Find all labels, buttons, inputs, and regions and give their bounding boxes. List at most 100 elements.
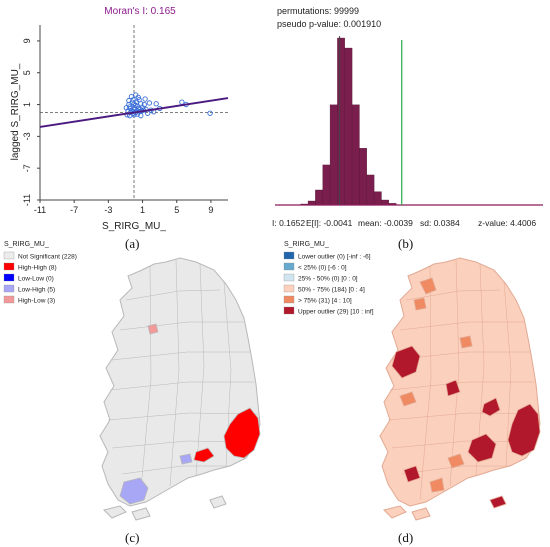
scatter-x-tick-label: 5 [174, 205, 179, 215]
legend-swatch [283, 273, 295, 282]
cluster-map [99, 257, 261, 521]
box-map-island [383, 505, 407, 519]
scatter-point [134, 103, 141, 109]
legend-swatch [3, 273, 15, 282]
scatter-x-tick-label: -3 [104, 205, 112, 215]
scatter-point [142, 96, 148, 102]
legend-label: 50% - 75% (184) [0 : 4] [298, 287, 365, 294]
legend-label: Low-High (5) [18, 287, 55, 294]
legend-label: Lower outlier (0) [-inf : -6] [298, 254, 371, 261]
legend-swatch [3, 262, 15, 271]
upper-quartile-region [459, 335, 473, 349]
cluster-map-island [103, 505, 127, 519]
legend-label: Not Significant (228) [18, 254, 77, 261]
moran-scatter-panel: Moran's I: 0.165 -11 -7 -3 1 5 9 -11 -7 -3 1 5 9 l… [10, 6, 229, 232]
district-boundary [405, 289, 501, 301]
district-boundary [389, 381, 534, 391]
scatter-y-tick-label: 9 [22, 38, 32, 43]
upper-quartile-region [447, 453, 465, 469]
histogram-background [270, 2, 546, 230]
scatter-x-tick-label: 1 [140, 205, 145, 215]
scatter-y-tick-label: 1 [22, 102, 32, 107]
scatter-regression-line [39, 97, 229, 128]
legend-label: 25% - 50% (0) [0 : 0] [298, 276, 358, 283]
scatter-point [138, 113, 144, 119]
cluster-map-island [131, 507, 151, 521]
legend-swatch [283, 306, 295, 315]
box-map [379, 257, 541, 521]
low-high-region [179, 453, 193, 465]
scatter-y-tick-label: 5 [22, 70, 32, 75]
box-map-island [411, 507, 431, 521]
legend-label: Upper outlier (29) [10 : inf] [298, 309, 374, 316]
high-low-region [147, 323, 159, 335]
district-boundary [107, 412, 259, 421]
district-boundary [387, 412, 539, 421]
histogram-bar [359, 148, 367, 206]
district-boundary [419, 265, 432, 501]
legend-label: High-High (8) [18, 265, 57, 272]
histogram-stat: sd: 0.0384 [420, 218, 460, 228]
cluster-legend-title: S_RIRG_MU_ [4, 241, 49, 248]
upper-outlier-region-east [507, 403, 541, 457]
histogram-bar [322, 164, 331, 206]
legend-swatch [283, 284, 295, 293]
scatter-point [207, 110, 213, 116]
histogram-bar [373, 191, 382, 206]
box-map-panel: S_RIRG_MU_ Lower outlier (0) [-inf : -6]… [283, 241, 541, 521]
box-legend-title: S_RIRG_MU_ [284, 241, 329, 248]
district-boundary [109, 381, 254, 391]
scatter-x-tick-label: -7 [70, 205, 78, 215]
district-boundary [111, 351, 250, 361]
box-map-mainland [379, 257, 541, 507]
legend-label: Low-Low (0) [18, 276, 54, 283]
district-boundary [125, 289, 221, 301]
histogram-bar [344, 47, 353, 206]
scatter-y-label: lagged S_RIRG_MU_ [10, 63, 21, 160]
high-high-region-east [223, 407, 261, 459]
district-boundary [399, 321, 524, 331]
cluster-map-mainland [99, 257, 261, 507]
legend-swatch [283, 262, 295, 271]
histogram-bar [337, 37, 345, 206]
upper-outlier-region-northwest [391, 345, 421, 379]
permutation-histogram-panel: permutations: 99999 pseudo p-value: 0.00… [270, 2, 546, 230]
panel-label-a: (a) [125, 236, 140, 251]
upper-quartile-region [419, 277, 437, 295]
upper-outlier-region-south [467, 433, 497, 463]
legend-swatch [283, 295, 295, 304]
panel-label-b: (b) [398, 236, 414, 251]
histogram-bar [315, 189, 323, 206]
scatter-point [153, 101, 159, 107]
scatter-title: Moran's I: 0.165 [104, 6, 176, 17]
histogram-stat: E[I]: -0.0041 [306, 218, 353, 228]
histogram-stat: z-value: 4.4006 [478, 218, 536, 228]
cluster-map-panel: S_RIRG_MU_ Not Significant (228) High-Hig… [3, 241, 261, 521]
scatter-point [136, 97, 142, 103]
histogram-stat: mean: -0.0039 [358, 218, 413, 228]
panel-label-c: (c) [125, 530, 140, 545]
district-boundary [449, 259, 460, 487]
histogram-bar [366, 174, 375, 206]
district-boundary [503, 281, 512, 467]
legend-swatch [283, 251, 295, 260]
district-boundary [139, 265, 152, 501]
pvalue-text: pseudo p-value: 0.001910 [277, 19, 381, 29]
district-boundary [401, 465, 510, 475]
histogram-bar [381, 199, 389, 206]
scatter-point [123, 105, 129, 111]
cluster-map-island [209, 495, 227, 509]
legend-swatch [3, 295, 15, 304]
legend-label: High-Low (3) [18, 298, 55, 305]
district-boundary [169, 259, 180, 487]
scatter-x-tick-label: 9 [208, 205, 213, 215]
panel-label-d: (d) [398, 530, 414, 545]
scatter-x-label: S_RIRG_MU_ [102, 221, 166, 232]
histogram-bar [307, 200, 316, 206]
scatter-y-tick-label: -11 [22, 194, 32, 206]
upper-outlier-region-southwest [403, 465, 421, 483]
district-boundary [195, 263, 205, 477]
scatter-x-tick-label: -11 [34, 205, 46, 215]
histogram-bar [351, 104, 360, 206]
